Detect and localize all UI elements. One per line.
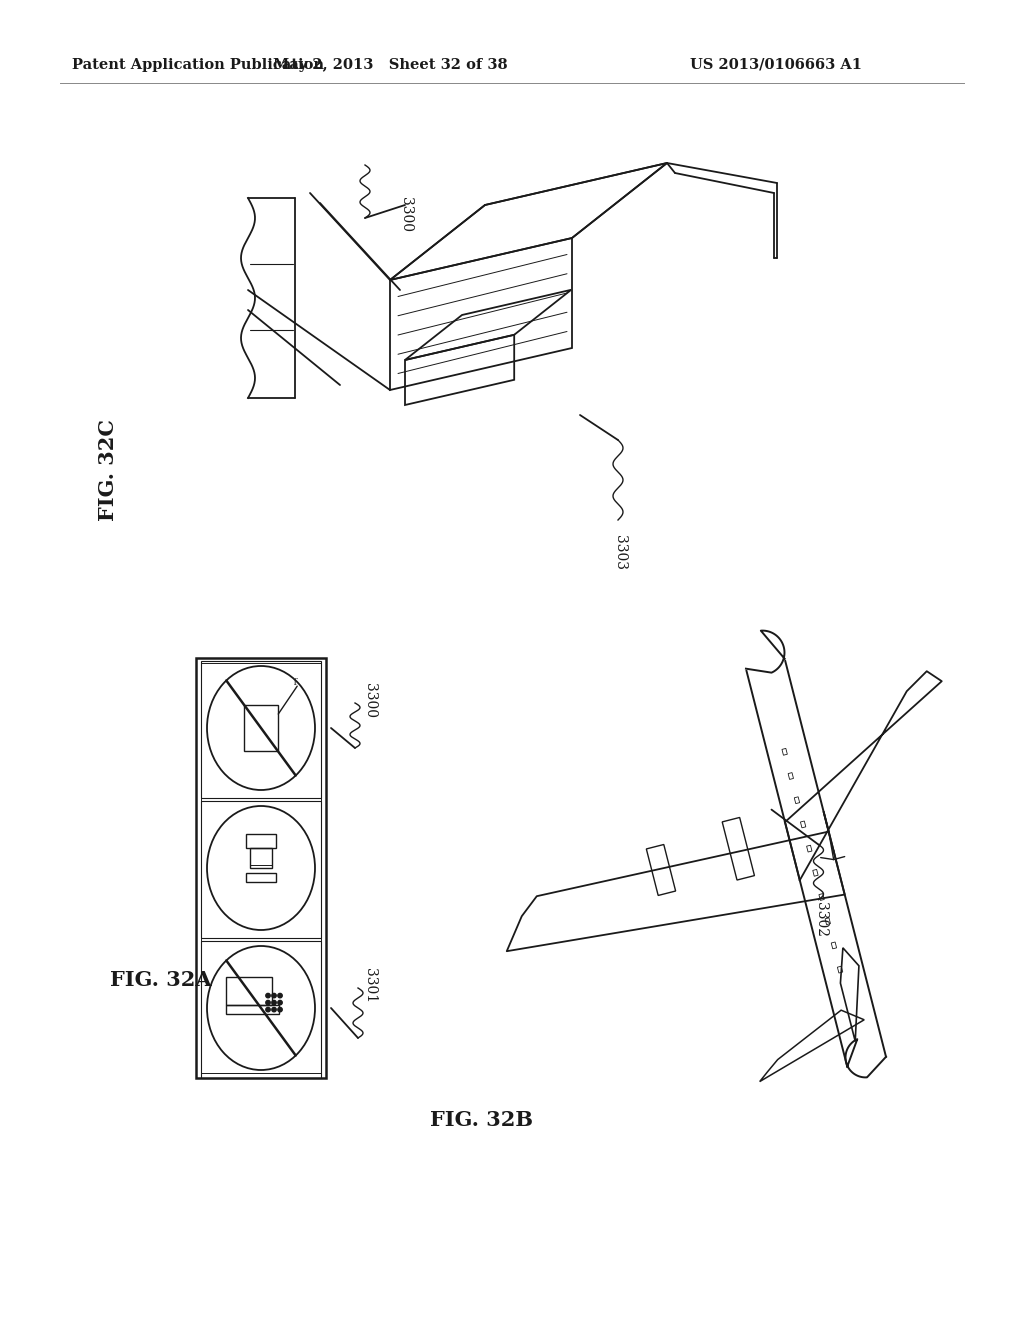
Bar xyxy=(244,705,279,751)
Text: FIG. 32B: FIG. 32B xyxy=(430,1110,534,1130)
Text: May 2, 2013   Sheet 32 of 38: May 2, 2013 Sheet 32 of 38 xyxy=(272,58,507,73)
Text: FIG. 32A: FIG. 32A xyxy=(110,970,212,990)
Circle shape xyxy=(266,1007,270,1012)
Circle shape xyxy=(266,1001,270,1005)
Bar xyxy=(201,663,321,1073)
Text: FIG. 32C: FIG. 32C xyxy=(98,418,118,521)
Circle shape xyxy=(278,994,283,998)
Text: Patent Application Publication: Patent Application Publication xyxy=(72,58,324,73)
Circle shape xyxy=(266,994,270,998)
Text: J: J xyxy=(296,676,299,684)
Circle shape xyxy=(278,1007,283,1012)
Bar xyxy=(226,977,271,1005)
Text: US 2013/0106663 A1: US 2013/0106663 A1 xyxy=(690,58,862,73)
Circle shape xyxy=(271,994,276,998)
Bar xyxy=(196,657,326,1078)
Text: 3300: 3300 xyxy=(399,197,413,232)
Circle shape xyxy=(271,1001,276,1005)
Bar xyxy=(201,801,321,939)
Bar xyxy=(246,873,276,882)
Text: 3302: 3302 xyxy=(814,902,828,937)
Bar xyxy=(246,834,276,847)
Text: 3303: 3303 xyxy=(613,535,627,570)
Bar xyxy=(250,847,271,869)
Text: 3300: 3300 xyxy=(362,682,377,718)
Text: 3301: 3301 xyxy=(362,968,377,1003)
Bar xyxy=(226,1005,279,1014)
Circle shape xyxy=(278,1001,283,1005)
Circle shape xyxy=(271,1007,276,1012)
Bar xyxy=(201,661,321,799)
Bar xyxy=(201,941,321,1078)
